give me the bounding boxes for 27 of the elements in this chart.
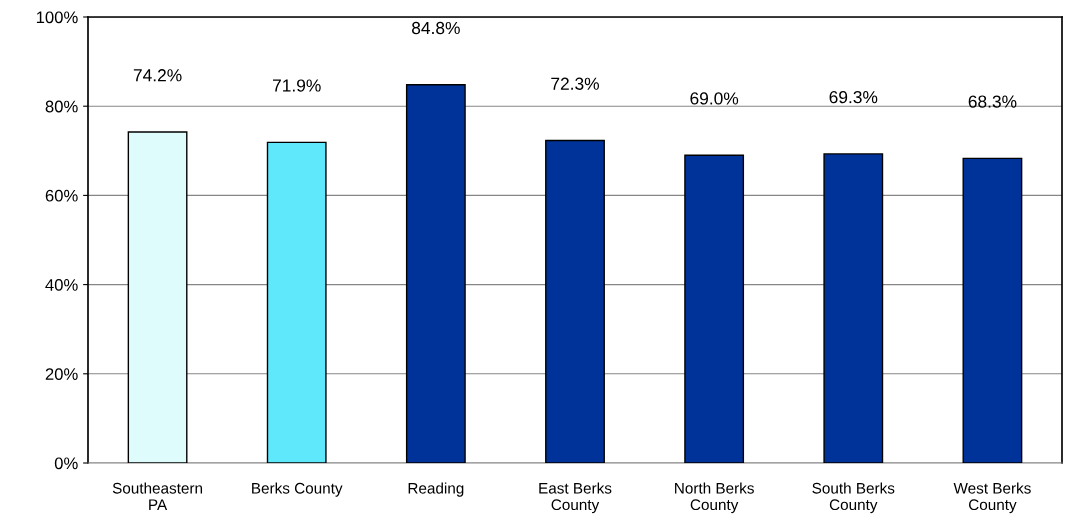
x-tick-label: Berks County xyxy=(252,482,343,497)
y-tick-label: 80% xyxy=(45,100,78,113)
bar xyxy=(962,157,1023,463)
y-tick-label: 100% xyxy=(36,11,78,24)
data-label: 69.0% xyxy=(690,92,739,105)
y-tick-label: 60% xyxy=(45,189,78,202)
data-label: 72.3% xyxy=(551,77,599,90)
data-label: 74.2% xyxy=(133,69,182,82)
bar xyxy=(127,131,188,463)
x-tick-label: West Berks County xyxy=(953,482,1031,514)
bar xyxy=(684,154,745,463)
x-tick-label: South Berks County xyxy=(812,482,895,514)
x-tick-label: East Berks County xyxy=(539,482,612,514)
data-label: 68.3% xyxy=(968,95,1017,108)
data-label: 84.8% xyxy=(412,21,460,35)
x-tick-label: North Berks County xyxy=(675,482,754,514)
bar xyxy=(266,141,327,463)
bar xyxy=(823,153,884,463)
bar xyxy=(405,84,466,463)
x-tick-label: Reading xyxy=(408,482,464,497)
y-tick-label: 40% xyxy=(45,279,78,291)
x-tick-label: Southeastern PA xyxy=(112,482,203,510)
y-tick-label: 20% xyxy=(45,368,78,380)
y-tick-label: 0% xyxy=(54,457,78,470)
data-label: 69.3% xyxy=(829,90,878,104)
data-label: 71.9% xyxy=(272,79,321,92)
bar xyxy=(545,139,605,463)
